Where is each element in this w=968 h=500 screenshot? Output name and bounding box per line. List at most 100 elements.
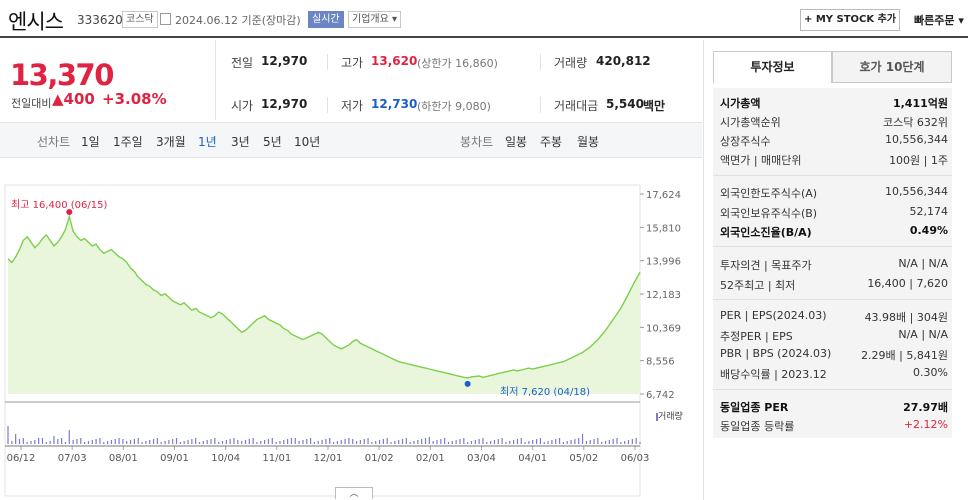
volume-bar [348, 438, 350, 444]
volume-bar [260, 441, 262, 444]
volume-bar [122, 439, 124, 444]
calendar-icon [160, 13, 171, 25]
tab-orderbook[interactable]: 호가 10단계 [832, 51, 952, 83]
company-info-label: 기업개요 [352, 14, 389, 25]
volume-bar [382, 439, 384, 444]
price-area [8, 216, 640, 394]
candle-daily[interactable]: 일봉 [505, 135, 528, 149]
high-label: 고가 [341, 56, 364, 70]
volume-bar [229, 439, 231, 444]
period-3y[interactable]: 3년 [231, 135, 250, 149]
volume-bar [558, 438, 561, 444]
volume-bar [401, 439, 404, 444]
volume-bar [298, 441, 300, 444]
candle-chart-label: 봉차트 [460, 135, 494, 149]
volume-bar [547, 441, 549, 444]
volume-bar [390, 442, 392, 444]
volume-bar [187, 440, 189, 444]
volume-bar [18, 439, 21, 444]
period-5y[interactable]: 5년 [263, 135, 282, 149]
volume-bar [497, 439, 499, 444]
candle-weekly[interactable]: 주봉 [540, 135, 563, 149]
volume-bar [267, 439, 270, 444]
volume-bar [424, 438, 427, 444]
volume-bar [325, 439, 327, 444]
volume-bar [528, 441, 530, 444]
volume-bar [509, 441, 511, 444]
volume-bar [133, 439, 135, 444]
x-tick-label: 11/01 [262, 453, 291, 464]
volume-bar [459, 439, 461, 444]
volume-bar [367, 438, 369, 444]
volume-bar [118, 438, 120, 444]
volume-bar [114, 439, 116, 444]
volume-bar [624, 441, 626, 444]
candle-monthly[interactable]: 월봉 [577, 135, 600, 149]
divider [713, 299, 952, 300]
company-info-dropdown[interactable]: 기업개요 ▾ [348, 11, 402, 28]
volume-bar [218, 442, 220, 444]
volume-bar [398, 440, 400, 444]
volume-bar [604, 441, 607, 444]
volume-bar [413, 441, 415, 444]
volume-bar [340, 440, 342, 444]
volume-bar [578, 438, 580, 444]
volume-bar [359, 440, 361, 444]
mystock-add-button[interactable]: + MY STOCK 추가 [800, 9, 900, 31]
chevron-up-icon[interactable]: ︿ [335, 487, 373, 499]
volume-legend: 거래량 [656, 409, 683, 422]
period-1d[interactable]: 1일 [81, 135, 100, 149]
quick-order-button[interactable]: 빠른주문 ▾ [914, 12, 964, 28]
x-axis-ticks: 06/12 07/03 08/01 09/01 10/04 11/01 12/01 01/02… [5, 445, 649, 464]
volume-bar [440, 439, 442, 444]
info-body [713, 88, 952, 438]
period-1w[interactable]: 1주일 [113, 135, 143, 149]
volume-bar [639, 442, 641, 444]
price-chart[interactable]: 17,624 15,810 13,996 12,183 10,369 8,556 6,742… [0, 180, 702, 500]
volume-bar [152, 439, 155, 444]
volume-bar [444, 438, 446, 444]
volume-bar [103, 442, 105, 444]
tab-invest-info[interactable]: 투자정보 [713, 51, 832, 83]
volume-bar [237, 440, 239, 444]
low-value: 12,730 [371, 97, 418, 111]
realtime-button[interactable]: 실시간 [308, 11, 344, 28]
volume-bar [279, 441, 281, 444]
x-tick-label: 12/01 [314, 453, 343, 464]
change-amount: ▲400 [52, 90, 95, 108]
volume-bar [601, 442, 603, 444]
divider [327, 97, 328, 113]
x-tick-label: 08/01 [109, 453, 138, 464]
volume-bar [474, 440, 476, 444]
period-10y[interactable]: 10년 [294, 135, 321, 149]
volume-bar [283, 440, 285, 444]
volume-bar [394, 441, 396, 444]
volume-bar [409, 442, 411, 444]
volume-bar [87, 441, 90, 444]
volume-bar [421, 439, 423, 444]
period-bar [0, 122, 702, 158]
volume-bar [616, 438, 618, 444]
period-1y[interactable]: 1년 [198, 135, 217, 149]
volume-bar [447, 442, 450, 444]
open-value: 12,970 [261, 97, 308, 111]
volume-bar [68, 430, 70, 444]
volume-bar [183, 441, 185, 444]
volume-bar [72, 440, 74, 444]
period-3m[interactable]: 3개월 [156, 135, 186, 149]
volume-bar [61, 438, 63, 444]
price-panel [0, 40, 216, 120]
volume-bar [275, 442, 277, 444]
y-tick-label: 8,556 [646, 357, 675, 368]
volume-bar [597, 438, 599, 444]
volume-bar [91, 440, 93, 444]
y-tick-label: 10,369 [646, 323, 681, 334]
volume-bar [252, 438, 254, 444]
volume-bar [309, 438, 312, 444]
volume-bar [417, 440, 419, 444]
volume-bar [520, 438, 522, 444]
chart-low-label: 최저 7,620 (04/18) [500, 387, 591, 398]
change-label: 전일대비 [11, 97, 52, 110]
volume-bar [432, 441, 434, 444]
volume-bar [11, 441, 13, 444]
